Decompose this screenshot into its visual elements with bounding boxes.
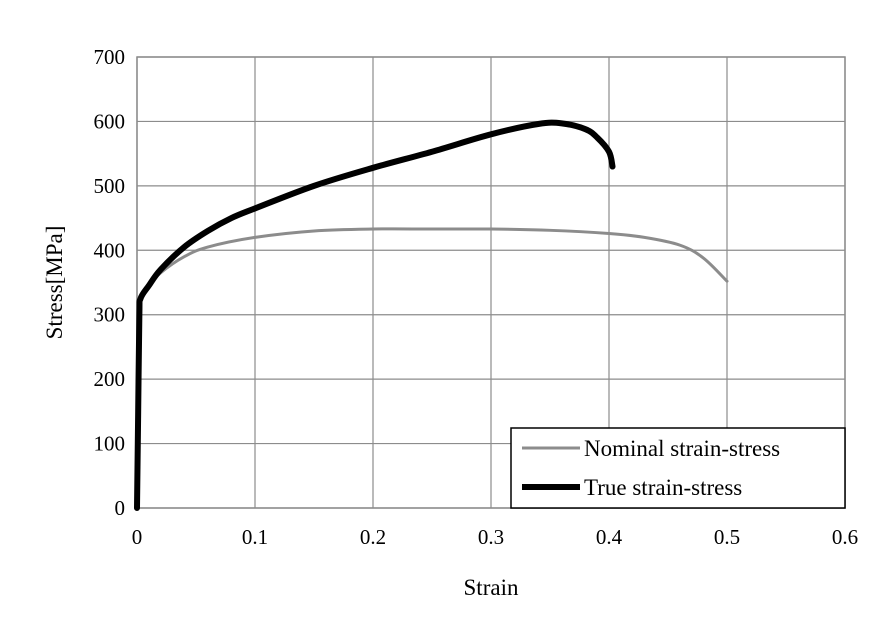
y-tick-label: 500	[94, 174, 126, 198]
legend-label-nominal: Nominal strain-stress	[584, 436, 780, 461]
series-line-true	[134, 119, 616, 511]
legend-box	[510, 427, 846, 509]
y-tick-label: 600	[94, 109, 126, 133]
x-tick-label: 0.1	[242, 525, 268, 549]
y-tick-label: 100	[94, 432, 126, 456]
x-tick-label: 0.4	[596, 525, 623, 549]
x-tick-label: 0.2	[360, 525, 386, 549]
series-layer	[134, 119, 729, 511]
legend-label-true: True strain-stress	[584, 475, 742, 500]
x-tick-label: 0.3	[478, 525, 504, 549]
y-tick-label: 700	[94, 45, 126, 69]
x-tick-label: 0.6	[832, 525, 858, 549]
x-tick-label: 0	[132, 525, 143, 549]
legend: Nominal strain-stress True strain-stress	[510, 427, 846, 509]
tick-label-layer: 0 0.1 0.2 0.3 0.4 0.5 0.6 0 100 200 300 400 500 600 70…	[94, 45, 859, 549]
x-tick-label: 0.5	[714, 525, 740, 549]
y-tick-label: 0	[115, 496, 126, 520]
y-tick-label: 400	[94, 238, 126, 262]
plot-area-frame	[136, 56, 846, 509]
y-tick-label: 200	[94, 367, 126, 391]
y-tick-label: 300	[94, 303, 126, 327]
x-axis-label: Strain	[464, 575, 519, 600]
y-axis-label: Stress[MPa]	[42, 226, 67, 340]
